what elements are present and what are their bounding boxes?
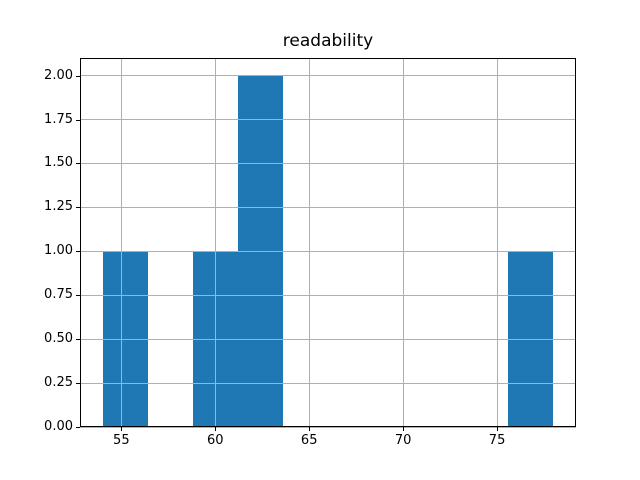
- y-axis-tick: [76, 383, 80, 385]
- gridline-y: [80, 382, 576, 384]
- y-tick-label: 0.50: [44, 331, 73, 347]
- gridline-x: [214, 58, 216, 427]
- axes-spines: [80, 58, 576, 427]
- y-axis-tick: [76, 163, 80, 165]
- plot-area: [80, 58, 576, 428]
- gridline-y: [80, 294, 576, 296]
- gridline-y: [80, 250, 576, 252]
- y-axis-tick: [76, 339, 80, 341]
- gridline-y: [80, 426, 576, 428]
- gridline-y: [80, 338, 576, 340]
- gridline-y: [80, 162, 576, 164]
- y-axis-tick: [76, 75, 80, 77]
- grid-layer: [80, 58, 576, 428]
- y-axis-tick: [76, 251, 80, 253]
- x-tick-label: 75: [488, 433, 506, 448]
- x-axis-tick: [121, 427, 123, 431]
- gridline-y: [80, 119, 576, 120]
- x-tick-label: 65: [300, 433, 318, 448]
- y-tick-label: 1.75: [44, 111, 73, 127]
- y-axis-tick: [76, 427, 80, 428]
- x-axis-tick: [403, 427, 405, 431]
- chart-title: readability: [282, 31, 374, 51]
- x-tick-label: 60: [206, 433, 224, 448]
- y-tick-label: 1.50: [44, 155, 73, 171]
- y-tick-label: 0.00: [44, 419, 73, 434]
- gridline-x: [308, 58, 310, 427]
- y-tick-label: 0.25: [44, 375, 73, 391]
- y-tick-label: 0.75: [44, 287, 73, 303]
- gridline-y: [80, 206, 576, 208]
- y-tick-label: 2.00: [44, 67, 73, 83]
- y-axis-tick: [76, 295, 80, 297]
- gridline-x: [120, 58, 122, 427]
- y-tick-label: 1.00: [44, 243, 73, 259]
- gridline-x: [402, 58, 404, 427]
- x-axis-tick: [215, 427, 217, 431]
- gridline-x: [496, 58, 498, 427]
- x-tick-label: 55: [113, 433, 130, 448]
- x-axis-tick: [309, 427, 311, 431]
- x-axis-tick: [497, 427, 499, 431]
- y-axis-tick: [76, 119, 80, 121]
- y-axis-tick: [76, 207, 80, 209]
- y-tick-label: 1.25: [44, 199, 73, 215]
- gridline-y: [80, 75, 576, 77]
- x-tick-label: 70: [394, 433, 412, 448]
